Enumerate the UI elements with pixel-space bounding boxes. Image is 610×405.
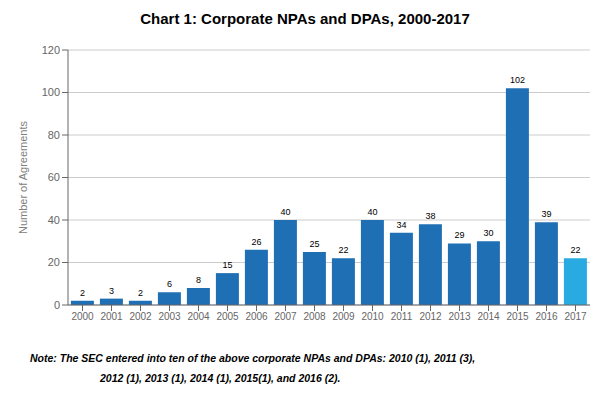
svg-text:102: 102: [510, 75, 525, 85]
svg-text:15: 15: [222, 260, 232, 270]
svg-text:2005: 2005: [216, 311, 239, 322]
svg-text:20: 20: [48, 256, 60, 268]
svg-text:2000: 2000: [71, 311, 94, 322]
svg-text:2006: 2006: [245, 311, 268, 322]
svg-text:40: 40: [280, 207, 290, 217]
svg-text:2015: 2015: [506, 311, 529, 322]
svg-text:100: 100: [42, 86, 60, 98]
svg-text:2001: 2001: [100, 311, 123, 322]
svg-text:30: 30: [483, 228, 493, 238]
svg-text:2013: 2013: [448, 311, 471, 322]
svg-text:2008: 2008: [303, 311, 326, 322]
svg-text:29: 29: [454, 230, 464, 240]
svg-text:38: 38: [425, 211, 435, 221]
svg-text:60: 60: [48, 171, 60, 183]
svg-text:40: 40: [48, 214, 60, 226]
svg-text:2: 2: [80, 288, 85, 298]
svg-text:120: 120: [42, 44, 60, 56]
svg-text:2004: 2004: [187, 311, 210, 322]
svg-text:2014: 2014: [477, 311, 500, 322]
svg-text:8: 8: [196, 275, 201, 285]
svg-text:2010: 2010: [361, 311, 384, 322]
svg-text:6: 6: [167, 279, 172, 289]
svg-text:22: 22: [570, 245, 580, 255]
svg-text:39: 39: [541, 209, 551, 219]
svg-text:2009: 2009: [332, 311, 355, 322]
html-text:Chart 1: Corporate NPAs and DP: Chart 1: Corporate NPAs and DPAs, 2000-2…: [140, 10, 470, 27]
html-text:Note: The SEC entered into ten: Note: The SEC entered into ten of the ab…: [30, 352, 476, 364]
svg-text:34: 34: [396, 220, 406, 230]
svg-text:22: 22: [338, 245, 348, 255]
svg-text:0: 0: [54, 299, 60, 311]
svg-text:25: 25: [309, 239, 319, 249]
svg-text:40: 40: [367, 207, 377, 217]
svg-text:2016: 2016: [535, 311, 558, 322]
svg-text:26: 26: [251, 237, 261, 247]
svg-text:2017: 2017: [564, 311, 587, 322]
svg-text:2003: 2003: [158, 311, 181, 322]
svg-text:80: 80: [48, 129, 60, 141]
svg-text:2002: 2002: [129, 311, 152, 322]
svg-text:2011: 2011: [391, 311, 413, 322]
svg-text:Number of Agreements: Number of Agreements: [17, 120, 29, 234]
svg-text:2012: 2012: [419, 311, 442, 322]
html-text:2012 (1), 2013 (1), 2014 (1),: 2012 (1), 2013 (1), 2014 (1), 2015(1), a…: [100, 372, 341, 384]
svg-text:2: 2: [138, 288, 143, 298]
svg-text:2007: 2007: [274, 311, 297, 322]
svg-text:3: 3: [109, 286, 114, 296]
